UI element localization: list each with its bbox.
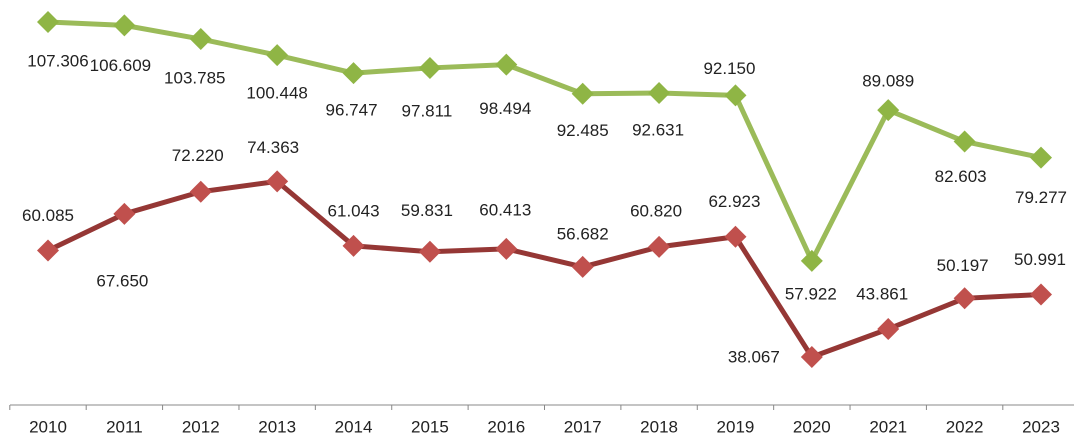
data-label: 38.067 bbox=[728, 347, 780, 366]
marker bbox=[266, 170, 289, 193]
data-label: 96.747 bbox=[326, 101, 378, 120]
data-label: 56.682 bbox=[557, 224, 609, 243]
data-label: 61.043 bbox=[328, 201, 380, 220]
x-tick-label: 2023 bbox=[1022, 417, 1060, 436]
data-label: 107.306 bbox=[27, 51, 88, 70]
x-tick-label: 2018 bbox=[640, 417, 678, 436]
x-tick-label: 2016 bbox=[487, 417, 525, 436]
data-label: 43.861 bbox=[856, 284, 908, 303]
marker bbox=[418, 240, 441, 263]
marker bbox=[189, 180, 212, 203]
data-label: 92.485 bbox=[557, 121, 609, 140]
marker bbox=[877, 99, 900, 122]
marker bbox=[800, 346, 823, 368]
data-label: 92.150 bbox=[703, 59, 755, 78]
marker bbox=[113, 14, 136, 37]
data-label: 97.811 bbox=[402, 101, 453, 120]
marker bbox=[266, 44, 289, 67]
data-label: 106.609 bbox=[90, 56, 151, 75]
data-label: 103.785 bbox=[164, 69, 225, 88]
data-label: 60.413 bbox=[479, 200, 531, 219]
data-label: 79.277 bbox=[1015, 188, 1067, 207]
data-label: 62.923 bbox=[708, 192, 760, 211]
data-label: 89.089 bbox=[862, 72, 914, 91]
marker bbox=[342, 62, 365, 85]
marker bbox=[877, 317, 900, 340]
marker bbox=[648, 235, 671, 258]
x-tick-label: 2019 bbox=[717, 417, 755, 436]
x-tick-label: 2015 bbox=[411, 417, 449, 436]
marker bbox=[724, 84, 747, 107]
marker bbox=[495, 53, 518, 76]
marker bbox=[495, 237, 518, 260]
data-label: 50.991 bbox=[1014, 250, 1066, 269]
series-line bbox=[47, 19, 1042, 264]
marker bbox=[648, 82, 671, 105]
marker bbox=[953, 287, 976, 310]
data-label: 67.650 bbox=[96, 271, 148, 290]
data-label: 98.494 bbox=[479, 99, 531, 118]
x-tick-label: 2020 bbox=[793, 417, 831, 436]
x-tick-label: 2014 bbox=[335, 417, 373, 436]
x-tick-label: 2022 bbox=[946, 417, 984, 436]
x-tick-label: 2017 bbox=[564, 417, 602, 436]
data-label: 74.363 bbox=[247, 138, 299, 157]
marker bbox=[189, 28, 212, 51]
data-label: 72.220 bbox=[172, 146, 224, 165]
marker bbox=[113, 202, 136, 225]
data-label: 60.085 bbox=[22, 206, 74, 225]
data-label: 59.831 bbox=[401, 201, 453, 220]
x-tick-label: 2012 bbox=[182, 417, 220, 436]
marker bbox=[1030, 146, 1052, 169]
marker bbox=[724, 225, 747, 248]
marker bbox=[342, 234, 365, 257]
x-tick-label: 2011 bbox=[106, 417, 143, 436]
x-tick-label: 2013 bbox=[258, 417, 296, 436]
marker bbox=[1030, 283, 1052, 306]
marker bbox=[37, 11, 59, 33]
marker bbox=[953, 130, 976, 153]
marker bbox=[571, 82, 594, 105]
marker bbox=[571, 255, 594, 278]
marker bbox=[37, 239, 59, 262]
marker bbox=[418, 56, 441, 79]
series-line bbox=[46, 178, 1042, 360]
data-label: 60.820 bbox=[630, 201, 682, 220]
data-label: 92.631 bbox=[632, 120, 684, 139]
data-label: 82.603 bbox=[935, 167, 987, 186]
data-label: 50.197 bbox=[937, 256, 989, 275]
x-tick-label: 2010 bbox=[29, 417, 67, 436]
marker bbox=[800, 249, 823, 272]
data-label: 57.922 bbox=[785, 284, 837, 303]
data-label: 100.448 bbox=[246, 84, 307, 103]
x-tick-label: 2021 bbox=[869, 417, 907, 436]
